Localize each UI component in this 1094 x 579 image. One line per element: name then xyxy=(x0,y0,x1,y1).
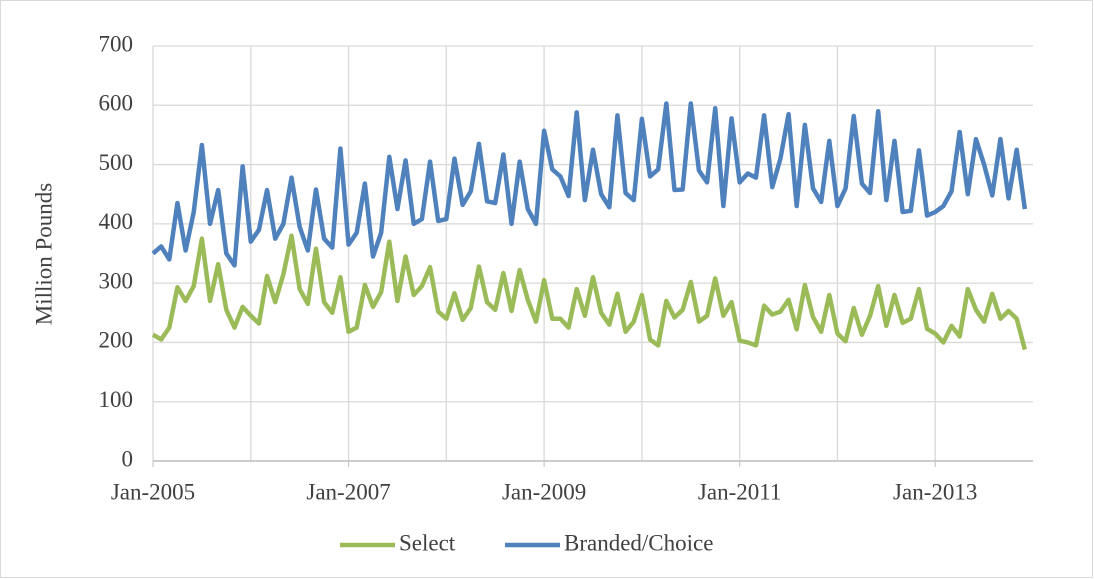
x-tick-label: Jan-2013 xyxy=(893,479,977,504)
x-tick-label: Jan-2009 xyxy=(502,479,586,504)
y-tick-label: 300 xyxy=(99,268,134,293)
x-tick-label: Jan-2005 xyxy=(111,479,195,504)
y-tick-label: 700 xyxy=(99,31,134,56)
x-tick-label: Jan-2007 xyxy=(306,479,390,504)
series-line xyxy=(151,101,1028,268)
y-tick-label: 200 xyxy=(99,328,134,353)
y-tick-label: 0 xyxy=(122,446,134,471)
y-tick-label: 600 xyxy=(99,91,134,116)
legend-label: Branded/Choice xyxy=(564,530,713,555)
x-tick-label: Jan-2011 xyxy=(698,479,781,504)
series-line xyxy=(151,233,1028,351)
y-tick-label: 100 xyxy=(99,387,134,412)
legend-label: Select xyxy=(399,530,456,555)
y-axis-title: Million Pounds xyxy=(31,183,56,326)
y-tick-label: 400 xyxy=(99,209,134,234)
y-tick-label: 500 xyxy=(99,150,134,175)
